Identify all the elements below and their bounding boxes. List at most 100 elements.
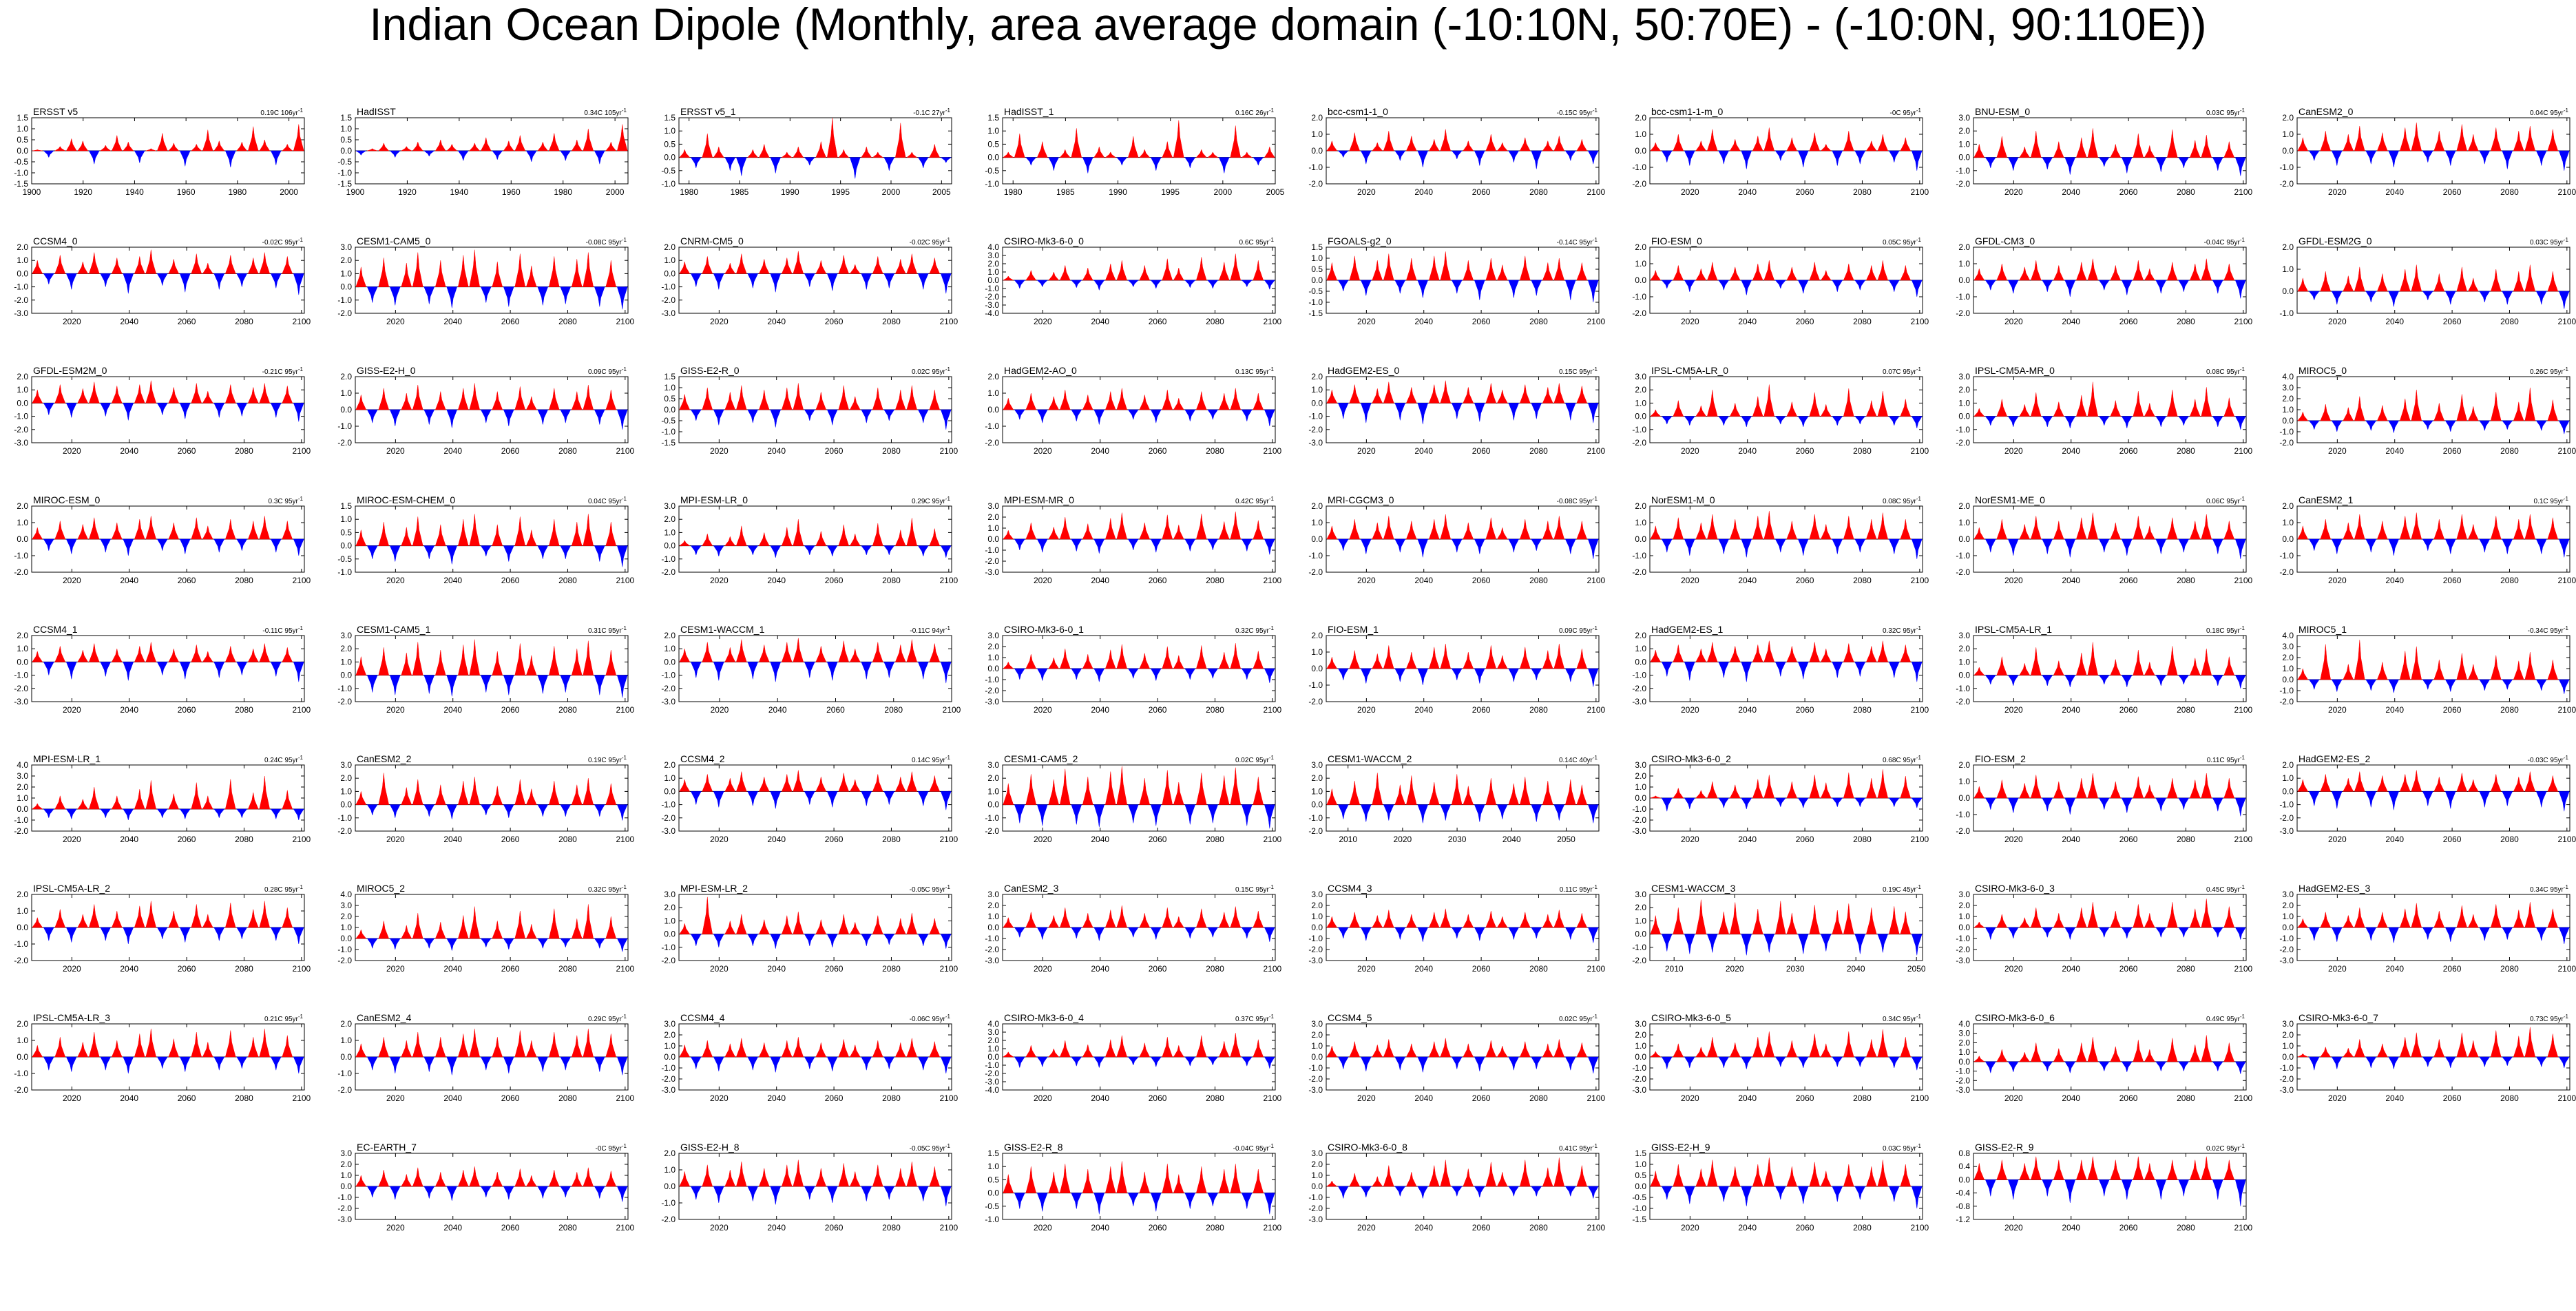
negative-anomaly-mark: [156, 403, 168, 415]
positive-anomaly-mark: [2399, 269, 2411, 292]
positive-anomaly-mark: [929, 643, 941, 662]
y-tick-label: -1.0: [337, 1069, 352, 1078]
negative-anomaly-mark: [1337, 403, 1349, 419]
negative-anomaly-mark: [861, 273, 872, 290]
negative-anomaly-mark: [2388, 927, 2400, 943]
positive-anomaly-mark: [247, 909, 259, 928]
ts-panel: CanESM2_1 0.1C 95yr-1 -2.0 -1.0 0.0 1.0 2.0 202…: [2270, 494, 2576, 605]
y-tick-label: 2.0: [1311, 901, 1323, 910]
negative-anomaly-mark: [1014, 1193, 1025, 1209]
negative-anomaly-mark: [1718, 662, 1730, 678]
positive-anomaly-mark: [282, 143, 293, 151]
positive-anomaly-mark: [1127, 136, 1139, 158]
negative-anomaly-mark: [1207, 538, 1219, 551]
panel-title: MPI-ESM-LR_2: [680, 883, 748, 894]
panel-title: HadGEM2-ES_0: [1328, 365, 1399, 376]
positive-anomaly-mark: [259, 252, 271, 274]
positive-anomaly-mark: [2376, 662, 2388, 680]
positive-anomaly-mark: [1394, 784, 1406, 805]
panel-trend: -0.1C 27yr-1: [913, 107, 950, 117]
negative-anomaly-mark: [690, 662, 702, 678]
negative-anomaly-mark: [1127, 804, 1139, 824]
positive-anomaly-mark: [781, 915, 793, 934]
negative-anomaly-mark: [2502, 679, 2513, 691]
y-tick-label: 0.5: [664, 394, 676, 403]
negative-anomaly-mark: [804, 791, 815, 805]
positive-anomaly-mark: [906, 151, 918, 158]
y-tick-label: 2.0: [1311, 773, 1323, 783]
positive-anomaly-mark: [1383, 381, 1394, 403]
positive-anomaly-mark: [605, 390, 617, 410]
positive-anomaly-mark: [145, 148, 156, 151]
negative-anomaly-mark: [525, 150, 537, 162]
x-tick-label: 2020: [1357, 187, 1376, 197]
positive-anomaly-mark: [378, 521, 390, 546]
panel-title: MIROC5_0: [2298, 365, 2347, 376]
positive-anomaly-mark: [168, 793, 180, 810]
y-tick-label: 2.0: [1958, 1038, 1970, 1047]
y-tick-label: 2.0: [1311, 1160, 1323, 1169]
ts-panel: CCSM4_2 0.14C 95yr-1 -3.0 -2.0 -1.0 0.0 1.0 2.0…: [651, 753, 968, 864]
y-tick-label: -2.0: [985, 826, 999, 836]
negative-anomaly-mark: [213, 273, 225, 290]
x-tick-label: 2080: [1853, 1093, 1872, 1103]
y-tick-label: 2.0: [2282, 501, 2294, 511]
positive-anomaly-mark: [259, 139, 271, 151]
y-tick-label: -1.0: [985, 179, 999, 189]
trend-text: 0.07C 95yr: [1883, 368, 1917, 376]
positive-anomaly-mark: [1774, 901, 1786, 934]
x-tick-label: 2080: [1529, 1223, 1548, 1233]
positive-anomaly-mark: [838, 385, 850, 410]
panel-trend: 0.6C 95yr-1: [1239, 237, 1275, 247]
y-tick-label: 1.0: [1635, 1041, 1646, 1051]
negative-anomaly-mark: [2155, 927, 2167, 938]
positive-anomaly-mark: [1173, 782, 1184, 805]
positive-anomaly-mark: [2030, 516, 2042, 540]
trend-text: 0.13C 95yr: [1235, 368, 1270, 376]
negative-anomaly-mark: [616, 938, 628, 952]
y-tick-label: -1.0: [661, 554, 676, 564]
y-tick-label: -1.0: [985, 1060, 999, 1070]
x-tick-label: 1920: [398, 187, 417, 197]
positive-anomaly-mark: [1230, 1033, 1242, 1058]
negative-anomaly-mark: [100, 538, 112, 553]
positive-anomaly-mark: [401, 925, 412, 939]
positive-anomaly-mark: [1025, 912, 1037, 928]
positive-anomaly-mark: [2133, 1040, 2144, 1062]
positive-anomaly-mark: [434, 391, 446, 410]
x-tick-label: 2060: [2119, 317, 2138, 326]
negative-anomaly-mark: [1093, 409, 1105, 425]
x-tick-label: 2040: [2385, 317, 2404, 326]
y-tick-label: 0.8: [1958, 1149, 1970, 1158]
positive-anomaly-mark: [1116, 766, 1127, 805]
negative-anomaly-mark: [713, 1056, 724, 1071]
negative-anomaly-mark: [2502, 291, 2513, 305]
x-tick-label: 2100: [292, 835, 311, 844]
y-tick-label: 2.0: [1635, 385, 1646, 395]
y-tick-label: -1.0: [14, 282, 28, 292]
panel-title: GFDL-ESM2G_0: [2298, 235, 2372, 247]
plot-frame: [1002, 1153, 1276, 1220]
positive-anomaly-mark: [1372, 142, 1383, 151]
positive-anomaly-mark: [1025, 269, 1037, 281]
positive-anomaly-mark: [247, 126, 259, 151]
positive-anomaly-mark: [906, 639, 918, 662]
x-tick-label: 2040: [120, 964, 138, 974]
y-tick-label: 3.0: [1311, 760, 1323, 770]
positive-anomaly-mark: [1349, 1041, 1361, 1058]
positive-anomaly-mark: [2297, 137, 2309, 151]
positive-anomaly-mark: [747, 149, 759, 158]
y-tick-label: 0.0: [17, 1052, 28, 1062]
x-tick-label: 2060: [1149, 835, 1167, 844]
negative-anomaly-mark: [1564, 1056, 1576, 1071]
positive-anomaly-mark: [32, 916, 43, 928]
negative-anomaly-mark: [804, 934, 815, 946]
negative-anomaly-mark: [1014, 538, 1025, 551]
x-tick-label: 2040: [2385, 964, 2404, 974]
positive-anomaly-mark: [355, 656, 367, 675]
y-tick-label: -1.0: [337, 421, 352, 431]
positive-anomaly-mark: [401, 1040, 412, 1058]
negative-anomaly-mark: [826, 662, 838, 681]
negative-anomaly-mark: [2444, 927, 2456, 942]
positive-anomaly-mark: [434, 784, 446, 805]
